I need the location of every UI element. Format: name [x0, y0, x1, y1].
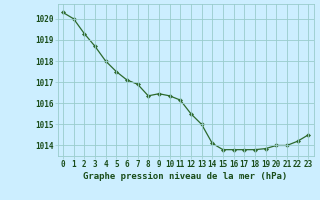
X-axis label: Graphe pression niveau de la mer (hPa): Graphe pression niveau de la mer (hPa) [84, 172, 288, 181]
